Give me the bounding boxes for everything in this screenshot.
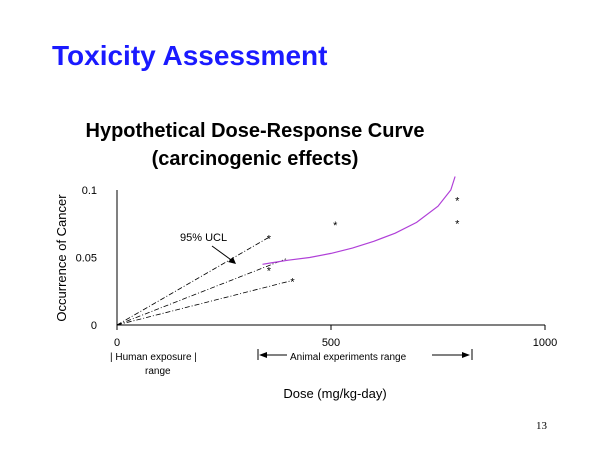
human-range-label-2: range (145, 366, 171, 377)
animal-range-right-arrow-head (462, 352, 470, 358)
ucl-arrow-line (211, 245, 235, 263)
slide-title: Toxicity Assessment (52, 40, 328, 71)
chart-subtitle: (carcinogenic effects) (151, 148, 359, 170)
observation-point: * (267, 233, 272, 245)
x-axis-label: Dose (mg/kg-day) (283, 386, 386, 401)
ucl-arrow-head (228, 257, 236, 264)
observation-point: * (333, 220, 338, 232)
y-tick-label: 0.05 (76, 253, 97, 265)
extrapolation-line (116, 258, 287, 326)
x-tick-label: 0 (114, 337, 120, 349)
extrapolation-lines (116, 236, 293, 326)
dose-response-curve (262, 176, 456, 265)
axes (116, 190, 545, 326)
y-tick-label: 0 (91, 320, 97, 332)
observation-point: * (455, 195, 460, 207)
extrapolation-line (116, 280, 293, 326)
page-number: 13 (536, 420, 547, 432)
x-tick-label: 500 (322, 337, 340, 349)
observation-point: * (455, 218, 460, 230)
chart-title: Hypothetical Dose-Response Curve (85, 120, 425, 142)
observations: * * * * * * (267, 195, 460, 288)
observation-point: * (267, 266, 272, 278)
observation-point: * (290, 276, 295, 288)
human-range-label: | Human exposure | (110, 352, 197, 363)
tick-labels: 0 500 1000 0 0.05 0.1 (76, 185, 558, 349)
y-tick-label: 0.1 (82, 185, 97, 197)
animal-range-left-arrow-head (259, 352, 267, 358)
x-tick-label: 1000 (533, 337, 557, 349)
extrapolation-line (116, 236, 270, 326)
curve-layer (262, 176, 456, 265)
animal-range-label: Animal experiments range (290, 352, 407, 363)
y-axis-label: Occurrence of Cancer (54, 194, 69, 322)
ucl-label: 95% UCL (180, 232, 227, 244)
